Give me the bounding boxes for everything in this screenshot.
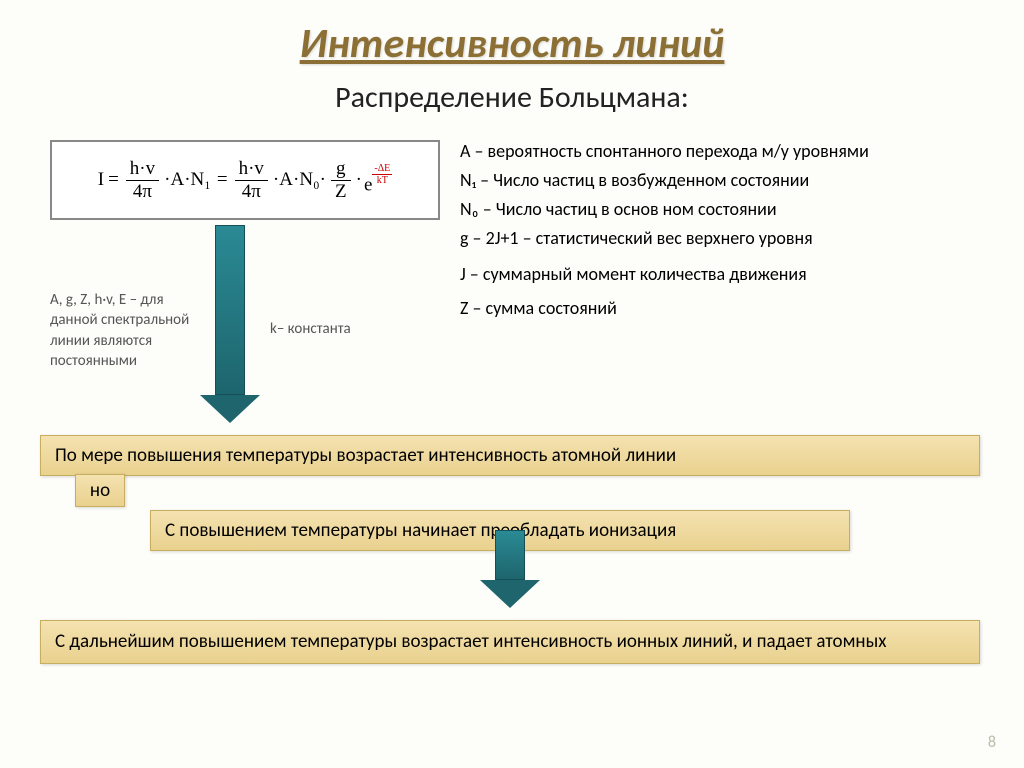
def-z: Z – сумма состояний bbox=[460, 295, 869, 321]
definitions-block: А – вероятность спонтанного перехода м/у… bbox=[460, 138, 869, 325]
info-box-3: С дальнейшим повышением температуры возр… bbox=[40, 620, 980, 664]
formula-I: I bbox=[98, 169, 104, 191]
def-a: А – вероятность спонтанного перехода м/у… bbox=[460, 138, 869, 164]
def-g: g – 2J+1 – статистический вес верхнего у… bbox=[460, 225, 869, 251]
formula-dot: · bbox=[356, 169, 362, 191]
def-j: J – суммарный момент количества движения bbox=[460, 261, 869, 287]
arrow-down-icon bbox=[480, 530, 540, 608]
arrow-down-icon bbox=[200, 225, 260, 423]
formula-exp: e-ΔEkT bbox=[364, 163, 392, 196]
formula-box: I = h·v 4π ·A·N₁ = h·v 4π ·A·N₀· g Z · e… bbox=[50, 140, 440, 220]
def-n1: N₁ – Число частиц в возбужденном состоян… bbox=[460, 167, 869, 193]
note-constants: A, g, Z, h·v, E – для данной спектрально… bbox=[50, 290, 200, 371]
note-k: k– константа bbox=[270, 320, 351, 338]
formula-frac2: h·v 4π bbox=[235, 158, 268, 203]
formula-eq2: = bbox=[217, 169, 228, 191]
info-box-no: но bbox=[75, 474, 125, 507]
formula-frac1: h·v 4π bbox=[126, 158, 159, 203]
formula-A2: ·A·N₀· bbox=[273, 169, 326, 191]
formula-A1: ·A·N₁ bbox=[164, 169, 211, 191]
def-n0: N₀ – Число частиц в основ ном состоянии bbox=[460, 196, 869, 222]
formula-eq: = bbox=[108, 169, 119, 191]
slide-subtitle: Распределение Больцмана: bbox=[0, 79, 1024, 116]
formula-frac-gz: g Z bbox=[331, 158, 351, 203]
page-number: 8 bbox=[988, 733, 996, 752]
info-box-1: По мере повышения температуры возрастает… bbox=[40, 435, 980, 476]
slide-title: Интенсивность линий bbox=[0, 0, 1024, 69]
